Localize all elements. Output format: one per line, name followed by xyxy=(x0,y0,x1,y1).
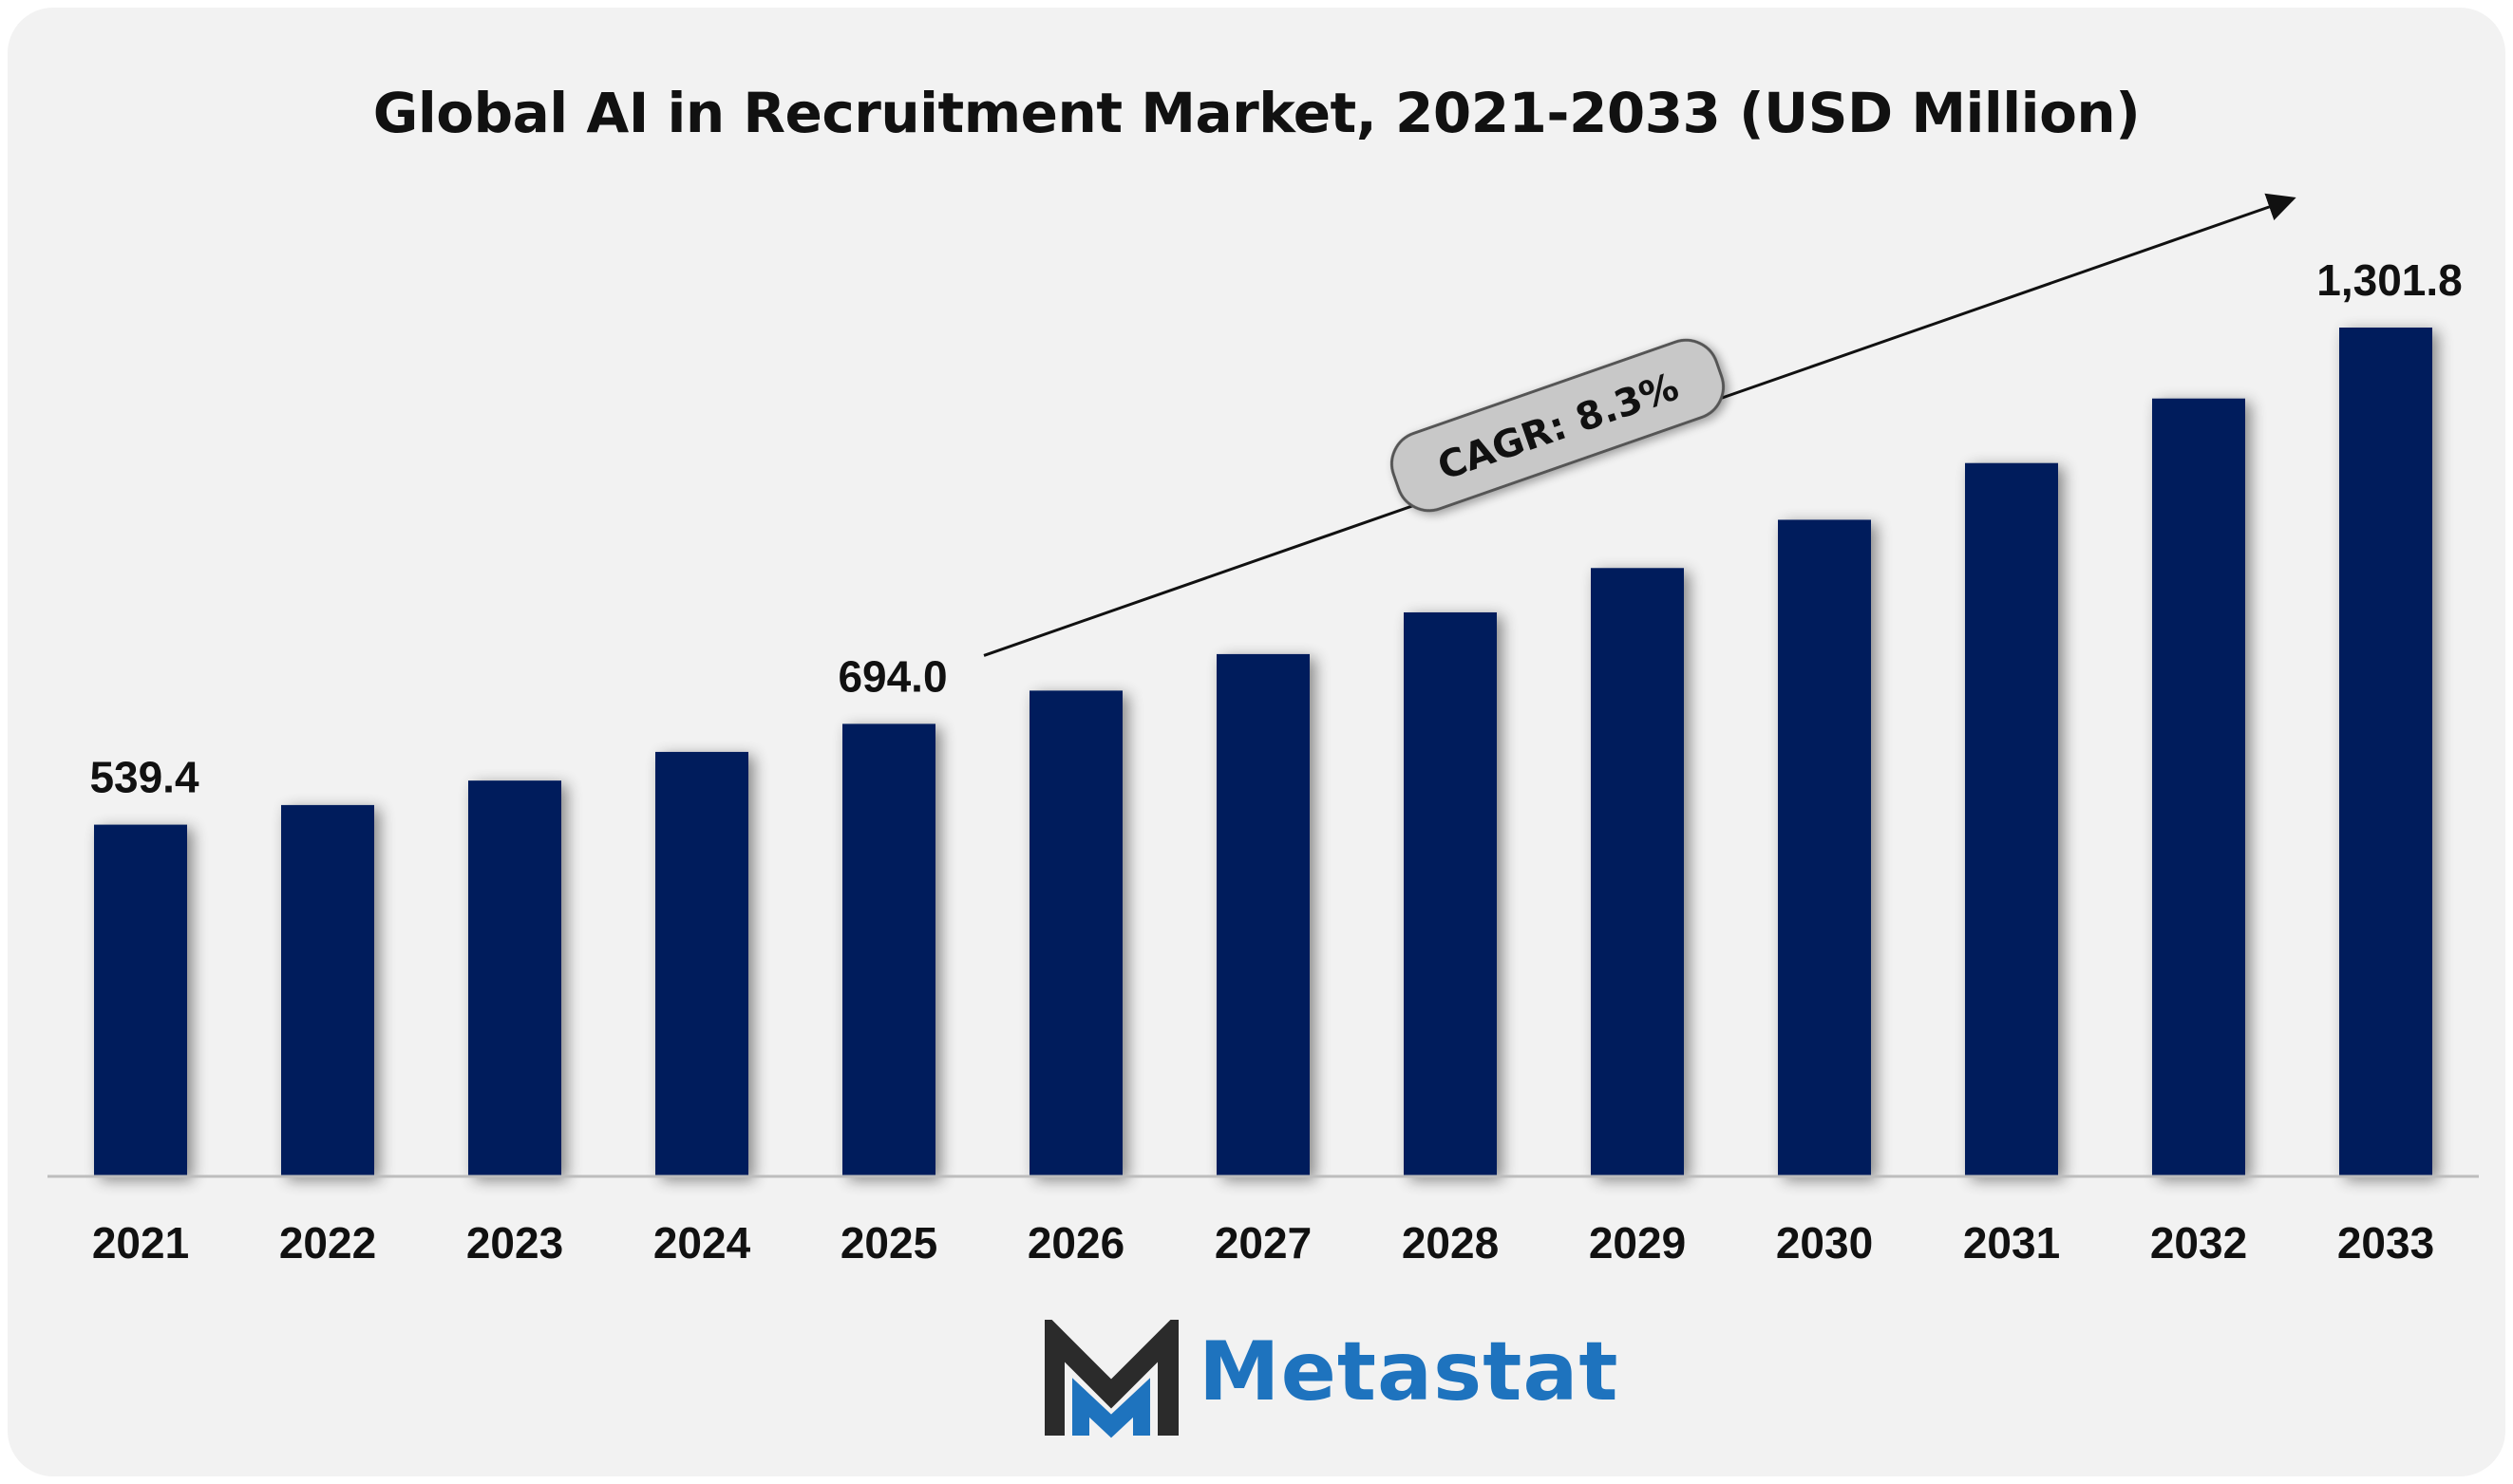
x-tick-2030: 2030 xyxy=(1776,1218,1873,1268)
bar-2032 xyxy=(2152,398,2245,1176)
x-tick-2025: 2025 xyxy=(841,1218,937,1268)
data-label-2033: 1,301.8 xyxy=(2316,255,2462,305)
x-tick-labels: 2021 2022 2023 2024 2025 2026 2027 2028 2029 2030… xyxy=(92,1218,2434,1268)
cagr-pill-shape xyxy=(1390,338,1725,513)
x-tick-2021: 2021 xyxy=(92,1218,189,1268)
bar-2026 xyxy=(1030,690,1123,1176)
bars-layer xyxy=(94,328,2432,1177)
x-tick-2023: 2023 xyxy=(466,1218,563,1268)
bar-2022 xyxy=(281,804,374,1176)
data-label-2021: 539.4 xyxy=(89,753,199,802)
x-tick-2022: 2022 xyxy=(279,1218,376,1268)
bar-2033 xyxy=(2339,328,2432,1176)
data-labels: 539.4 694.0 1,301.8 xyxy=(89,255,2462,802)
x-tick-2029: 2029 xyxy=(1589,1218,1686,1268)
bar-2030 xyxy=(1778,519,1871,1176)
bar-2021 xyxy=(94,824,187,1176)
metastat-m-icon xyxy=(1045,1320,1179,1438)
x-tick-2033: 2033 xyxy=(2337,1218,2434,1268)
bar-2024 xyxy=(655,751,748,1176)
x-tick-2031: 2031 xyxy=(1963,1218,2060,1268)
x-tick-2026: 2026 xyxy=(1028,1218,1124,1268)
bar-2025 xyxy=(842,723,935,1176)
chart-title: Global AI in Recruitment Market, 2021-20… xyxy=(372,81,2141,145)
bar-2023 xyxy=(468,780,561,1176)
x-tick-2024: 2024 xyxy=(653,1218,751,1268)
x-tick-2027: 2027 xyxy=(1215,1218,1312,1268)
cagr-pill: CAGR: 8.3% xyxy=(1390,338,1725,513)
bar-2028 xyxy=(1404,611,1497,1176)
data-label-2025: 694.0 xyxy=(838,651,947,701)
x-tick-2028: 2028 xyxy=(1402,1218,1499,1268)
brand-name: Metastat xyxy=(1199,1324,1619,1419)
bar-2031 xyxy=(1965,462,2058,1177)
bar-2029 xyxy=(1591,568,1684,1176)
bar-2027 xyxy=(1217,653,1310,1176)
x-tick-2032: 2032 xyxy=(2150,1218,2247,1268)
